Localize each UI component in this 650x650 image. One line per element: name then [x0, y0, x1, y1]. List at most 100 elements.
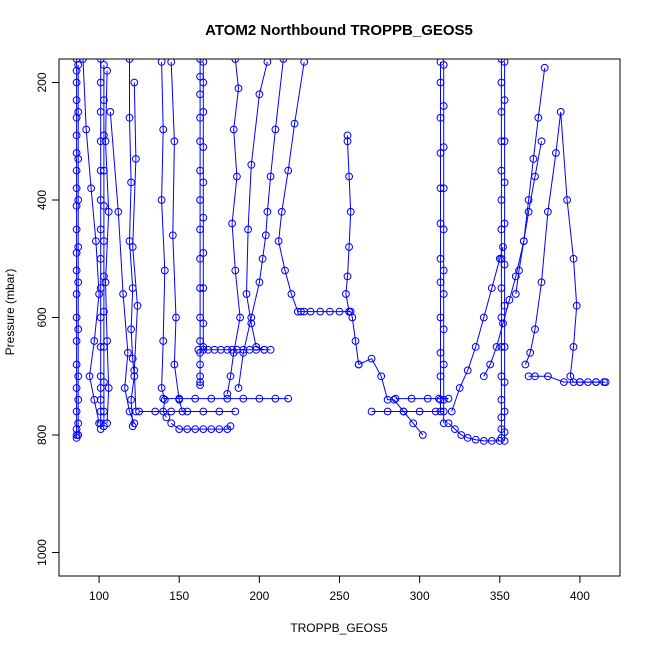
data-point: [130, 366, 139, 375]
data-point: [367, 354, 376, 363]
data-point: [106, 108, 115, 116]
data-point: [74, 155, 83, 163]
data-point: [284, 166, 293, 175]
data-point: [511, 290, 520, 298]
data-point: [199, 249, 208, 257]
data-point: [74, 61, 83, 69]
data-point: [233, 172, 241, 181]
data-point: [100, 272, 108, 281]
trace-line-20: [278, 61, 350, 313]
data-point: [199, 143, 208, 152]
data-point: [524, 196, 533, 204]
data-point: [114, 207, 123, 216]
data-point: [423, 394, 432, 403]
data-point: [431, 407, 440, 416]
data-point: [239, 394, 248, 403]
data-point: [247, 319, 256, 328]
data-point: [500, 260, 509, 269]
data-point: [415, 407, 424, 416]
data-point: [100, 202, 108, 210]
data-point: [552, 149, 560, 157]
data-point: [345, 243, 354, 251]
data-point: [72, 249, 81, 257]
data-point: [463, 366, 472, 375]
data-point: [103, 337, 111, 345]
data-point: [447, 407, 456, 416]
data-point: [87, 184, 95, 193]
data-point: [191, 425, 200, 434]
trace-line-7: [128, 59, 135, 427]
data-point: [72, 337, 81, 345]
data-point: [157, 384, 166, 392]
data-point: [487, 437, 496, 445]
data-point: [72, 166, 81, 175]
data-point: [335, 307, 344, 316]
data-point: [133, 301, 142, 310]
data-point: [231, 266, 240, 275]
data-point: [172, 313, 180, 322]
data-point: [572, 301, 581, 310]
data-point: [511, 272, 520, 281]
data-point: [284, 394, 293, 403]
data-point: [258, 254, 267, 263]
data-point: [479, 372, 488, 381]
data-point: [500, 378, 509, 387]
data-point: [451, 425, 459, 434]
data-point: [576, 378, 584, 387]
data-point: [524, 207, 533, 216]
trace-line-6: [109, 111, 135, 424]
data-point: [500, 428, 509, 437]
data-point: [72, 425, 81, 434]
data-point: [120, 384, 129, 392]
data-point: [72, 384, 81, 392]
data-point: [100, 307, 108, 316]
data-point: [207, 394, 216, 403]
data-point: [540, 63, 549, 72]
data-point: [199, 178, 208, 187]
data-point: [560, 378, 568, 387]
data-point: [104, 384, 113, 392]
data-point: [151, 407, 160, 416]
data-point: [95, 290, 103, 298]
data-point: [439, 325, 448, 334]
data-point: [100, 61, 108, 69]
data-point: [175, 425, 184, 434]
data-point: [569, 254, 578, 263]
data-point: [72, 266, 81, 275]
data-point: [74, 372, 83, 381]
data-point: [455, 384, 464, 392]
data-point: [263, 207, 272, 216]
trace-line-34: [528, 375, 606, 383]
trace-line-10: [170, 61, 183, 412]
data-point: [601, 378, 610, 387]
data-point: [103, 66, 111, 75]
data-point: [499, 243, 507, 251]
data-point: [72, 290, 81, 298]
axis-ticks: 100 150 200 250 300 350 400 200 400 600 800 1000: [35, 72, 590, 603]
data-point: [537, 278, 546, 287]
trace-line-16: [170, 422, 231, 430]
data-point: [255, 90, 264, 99]
data-point: [531, 372, 539, 381]
data-point: [236, 313, 245, 322]
data-point: [199, 108, 208, 116]
data-point: [566, 372, 575, 381]
y-tick-label: 800: [35, 425, 49, 445]
data-point: [439, 61, 448, 69]
data-point: [199, 407, 208, 416]
data-point: [160, 395, 169, 404]
data-point: [170, 137, 179, 146]
y-tick-label: 200: [35, 72, 49, 92]
data-point: [74, 325, 83, 334]
data-point: [500, 96, 509, 104]
trace-line-18: [245, 61, 268, 351]
data-point: [439, 290, 448, 298]
data-point: [263, 59, 272, 66]
data-point: [199, 59, 208, 66]
data-point: [72, 66, 81, 75]
data-point: [279, 59, 288, 63]
data-point: [271, 125, 280, 134]
data-point: [72, 113, 81, 122]
data-point: [74, 431, 83, 439]
data-point: [167, 419, 176, 428]
